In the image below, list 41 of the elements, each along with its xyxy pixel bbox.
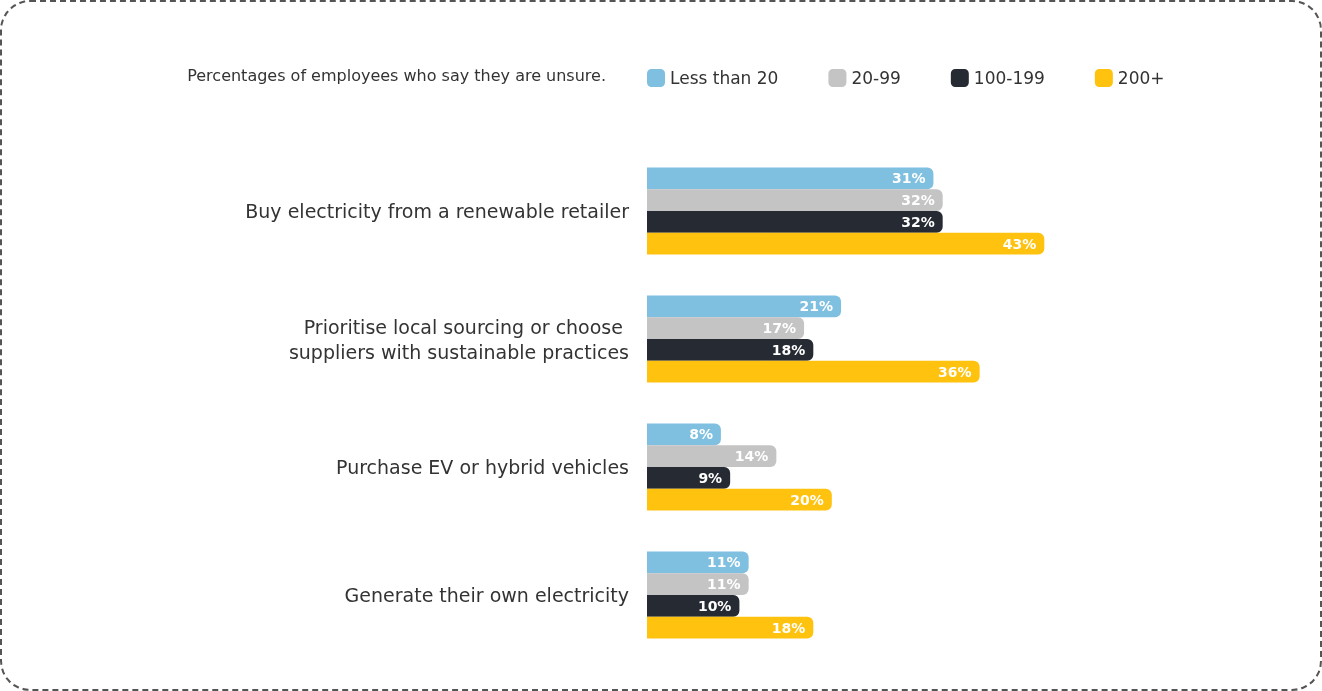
data-label: 32% [901, 192, 935, 209]
data-label: 10% [697, 597, 732, 614]
data-label: 18% [771, 341, 806, 358]
bar [647, 167, 934, 190]
data-label: 31% [891, 170, 926, 187]
y-tick-label: Purchase EV or hybrid vehicles [336, 456, 629, 478]
bar [647, 232, 1045, 255]
data-label: 9% [698, 469, 723, 486]
bar [647, 573, 749, 595]
bar [647, 467, 731, 489]
data-label: 43% [1002, 235, 1037, 252]
bar [647, 317, 805, 339]
data-label: 14% [734, 448, 769, 465]
bar [647, 595, 740, 617]
data-label: 20% [790, 491, 824, 508]
legend-label: 20-99 [851, 68, 901, 88]
data-label: 18% [771, 619, 806, 636]
data-label: 32% [901, 213, 935, 230]
bar [647, 360, 980, 383]
y-tick-label: Buy electricity from a renewable retailer [245, 200, 630, 222]
bar [647, 445, 777, 467]
data-label: 8% [689, 426, 713, 443]
data-label: 17% [762, 320, 797, 337]
legend-label: 100-199 [973, 68, 1045, 88]
data-label: 11% [707, 554, 741, 571]
legend-label: Less than 20 [670, 68, 779, 88]
y-tick-label: Generate their own electricity [344, 584, 629, 606]
bar [647, 423, 721, 446]
y-tick-label: Prioritise local sourcing or choose suppliers with sustainable practices [288, 315, 629, 363]
data-label: 11% [707, 576, 741, 593]
data-label: 36% [938, 363, 972, 380]
legend-title: Percentages of employees who say they are unsure. [187, 65, 607, 85]
bar [647, 551, 749, 574]
bar [647, 616, 814, 639]
bar [647, 295, 842, 318]
legend-label: 200+ [1117, 68, 1165, 88]
bar [647, 211, 943, 233]
bar [647, 488, 832, 511]
bar [647, 339, 814, 361]
bar [647, 189, 943, 211]
data-label: 21% [799, 298, 834, 315]
